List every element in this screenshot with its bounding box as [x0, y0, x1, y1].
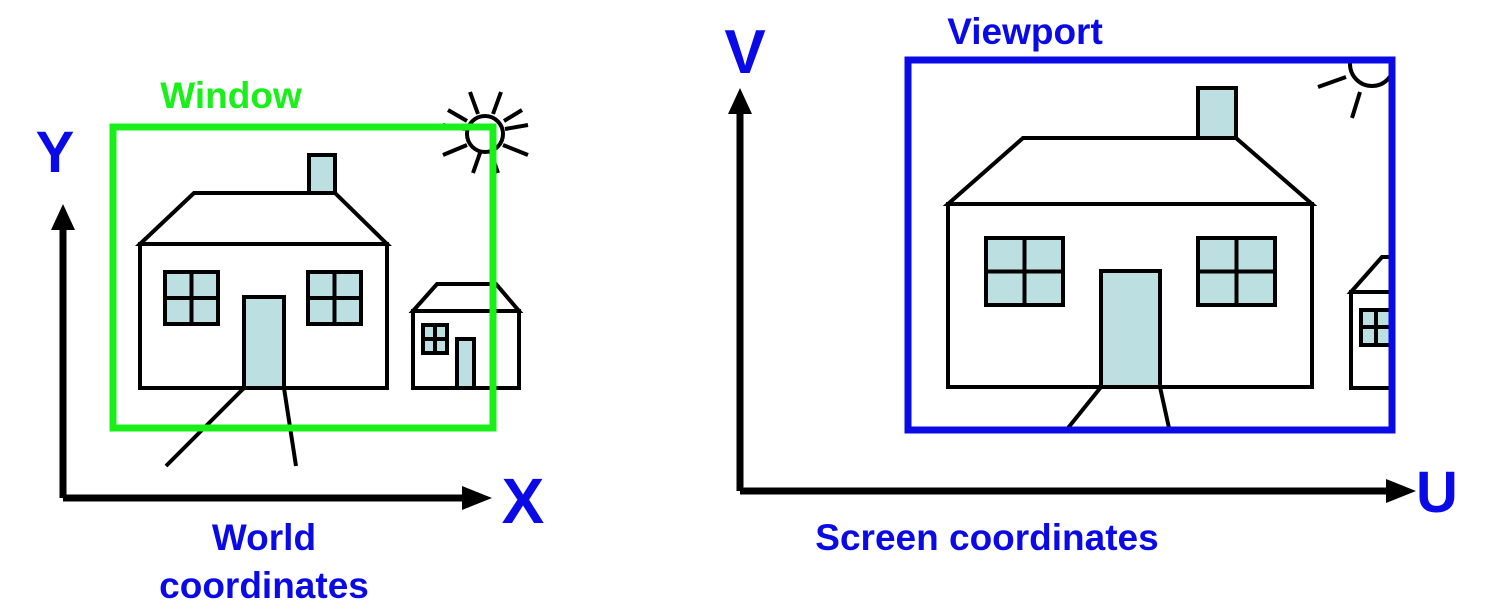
- world-coordinates-panel: Y X Window World coordinates: [36, 75, 545, 606]
- world-caption-line2: coordinates: [159, 565, 369, 606]
- screen-caption: Screen coordinates: [815, 517, 1158, 558]
- viewport-house-icon: [942, 86, 1318, 430]
- screen-u-axis: [740, 479, 1416, 503]
- path-left: [1066, 385, 1103, 430]
- small-house-icon: [408, 282, 524, 390]
- house-icon: [134, 153, 392, 468]
- world-x-axis-label: X: [502, 465, 545, 537]
- world-window-frame: [109, 123, 497, 432]
- roof: [134, 191, 392, 246]
- screen-coordinates-panel: V U Viewport Screen coordinates: [724, 11, 1458, 558]
- world-caption-line1: World: [212, 517, 316, 558]
- path-right: [1158, 386, 1171, 429]
- world-y-axis: [51, 204, 75, 498]
- screen-v-axis: [728, 88, 752, 491]
- window-right: [306, 270, 363, 326]
- viewport-sun-icon: [1317, 60, 1392, 119]
- window-label: Window: [160, 75, 302, 116]
- sun-icon: [442, 91, 529, 174]
- window-left: [984, 236, 1065, 307]
- window-left: [163, 270, 220, 326]
- world-y-axis-label: Y: [36, 120, 75, 185]
- viewport-small-house-icon: [1346, 255, 1392, 390]
- door: [1099, 269, 1162, 389]
- door: [242, 295, 286, 390]
- viewport-label: Viewport: [947, 11, 1103, 52]
- screen-viewport-frame: [904, 56, 1396, 434]
- screen-u-axis-label: U: [1416, 460, 1458, 525]
- window-right: [1196, 236, 1277, 307]
- roof: [942, 136, 1318, 206]
- screen-v-axis-label: V: [724, 18, 765, 87]
- world-x-axis: [63, 486, 492, 510]
- chimney: [307, 153, 337, 195]
- chimney: [1196, 86, 1238, 140]
